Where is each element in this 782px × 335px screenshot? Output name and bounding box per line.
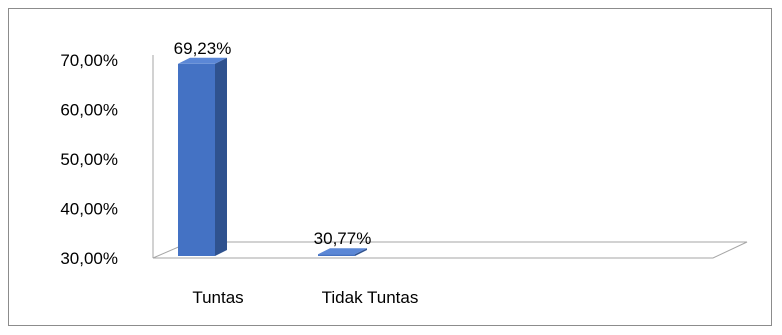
y-tick-label: 70,00% [60, 51, 118, 70]
bar-side-2 [355, 248, 367, 256]
category-label: Tidak Tuntas [322, 288, 419, 307]
y-tick-label: 60,00% [60, 101, 118, 120]
y-tick-labels: 70,00% 60,00% 50,00% 40,00% 30,00% [60, 51, 118, 268]
bars-group [178, 57, 367, 257]
category-label: Tuntas [192, 288, 243, 307]
y-tick-label: 40,00% [60, 200, 118, 219]
bar-side-1 [215, 57, 227, 257]
category-labels: Tuntas Tidak Tuntas [192, 288, 418, 307]
chart-frame [8, 8, 772, 326]
data-label: 30,77% [314, 229, 372, 248]
bar-2 [318, 254, 355, 256]
bar-top-2 [318, 248, 367, 255]
y-tick-label: 30,00% [60, 249, 118, 268]
bar-1 [178, 63, 215, 257]
chart-floor [152, 241, 748, 259]
data-labels: 69,23% 30,77% [174, 39, 372, 248]
data-label: 69,23% [174, 39, 232, 58]
chart-axes [152, 55, 748, 259]
bar-top-1 [178, 57, 227, 64]
y-tick-label: 50,00% [60, 150, 118, 169]
